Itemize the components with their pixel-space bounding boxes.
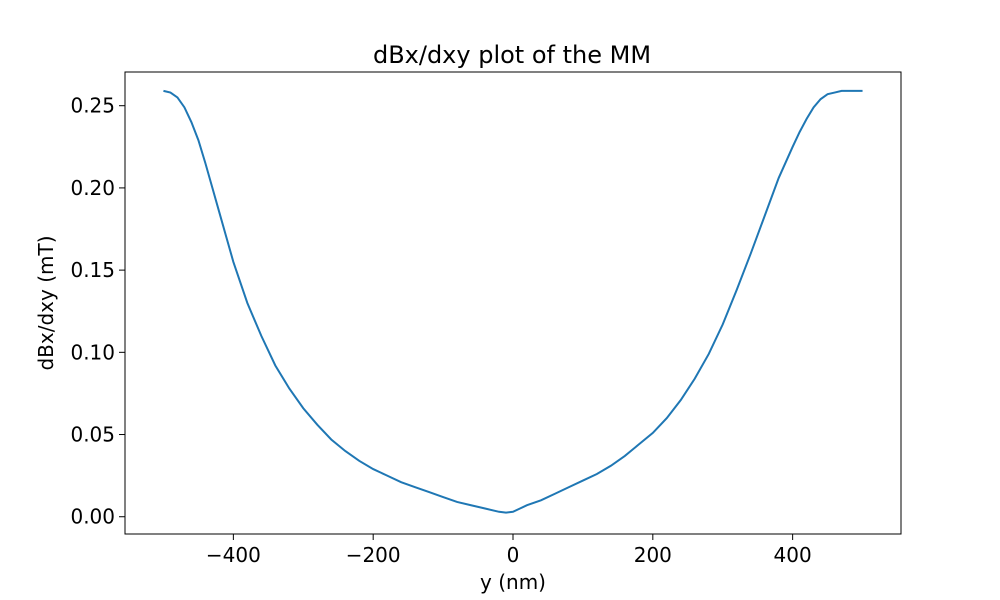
x-axis-label: y (nm): [480, 570, 546, 594]
x-tick-label: 400: [774, 543, 812, 567]
x-axis-ticks: −400 −200 0 200 400: [206, 534, 812, 567]
y-axis-label: dBx/dxy (mT): [34, 235, 58, 370]
series-line: [163, 89, 863, 514]
y-tick-label: 0.10: [70, 340, 115, 364]
y-tick-label: 0.20: [70, 176, 115, 200]
x-tick-label: −200: [346, 543, 401, 567]
y-axis-ticks: 0.00 0.05 0.10 0.15 0.20 0.25: [70, 94, 125, 529]
chart-title: dBx/dxy plot of the MM: [373, 41, 651, 69]
x-tick-label: −400: [206, 543, 261, 567]
x-tick-label: 200: [634, 543, 672, 567]
y-tick-label: 0.25: [70, 94, 115, 118]
plot-frame: [124, 71, 902, 535]
y-tick-label: 0.15: [70, 258, 115, 282]
x-tick-label: 0: [507, 543, 520, 567]
y-tick-label: 0.05: [70, 423, 115, 447]
y-tick-label: 0.00: [70, 505, 115, 529]
